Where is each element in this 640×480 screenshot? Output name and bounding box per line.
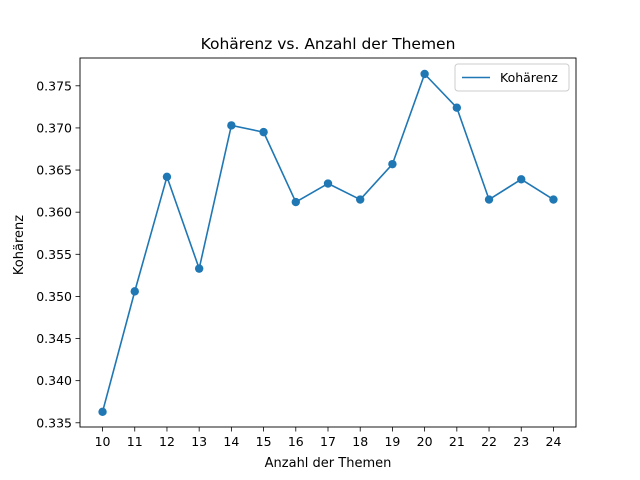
data-point: [291, 197, 300, 207]
data-point: [452, 103, 462, 112]
data-point: [98, 407, 107, 417]
x-tick-label: 11: [127, 434, 143, 449]
data-point: [388, 159, 397, 169]
data-point: [549, 195, 558, 204]
series-line-0: [101, 73, 554, 413]
x-tick-label: 20: [417, 434, 433, 449]
legend-entry-kohaerenz: Kohärenz: [500, 70, 558, 85]
x-tick-label: 14: [223, 434, 239, 449]
data-point: [259, 127, 268, 137]
y-tick-label: 0.370: [36, 120, 72, 135]
data-point: [130, 287, 139, 296]
data-point: [420, 69, 429, 79]
legend-box: [454, 63, 570, 92]
y-tick-label: 0.355: [36, 247, 72, 262]
data-point: [323, 179, 333, 188]
x-tick-label: 15: [256, 434, 272, 449]
x-tick-label: 18: [352, 434, 368, 449]
y-tick-label: 0.335: [36, 415, 72, 430]
x-tick-label: 10: [95, 434, 111, 449]
y-tick-label: 0.365: [36, 163, 72, 178]
plot-area: 10 11 12 13 14 15 16 17 18 19 20 21 22 23 24 0.335 0.340…: [36, 57, 577, 449]
x-tick-label: 13: [191, 434, 207, 449]
x-tick-label: 23: [513, 434, 529, 449]
x-tick-label: 24: [546, 434, 562, 449]
y-tick-label: 0.375: [36, 78, 72, 93]
data-point: [484, 195, 494, 204]
x-tick-label: 21: [449, 434, 465, 449]
x-tick-label: 19: [384, 434, 400, 449]
data-point: [227, 121, 236, 130]
legend: Kohärenz: [454, 63, 570, 92]
x-tick-label: 22: [481, 434, 497, 449]
y-tick-label: 0.340: [36, 373, 72, 388]
axes-frame: [79, 57, 577, 428]
y-axis-title: Kohärenz: [12, 215, 27, 275]
data-point: [517, 175, 526, 184]
data-point: [194, 264, 204, 273]
y-tick-label: 0.360: [36, 205, 72, 220]
chart-title: Kohärenz vs. Anzahl der Themen: [201, 35, 456, 53]
y-tick-label: 0.350: [36, 289, 72, 304]
data-point: [356, 195, 365, 204]
y-tick-label: 0.345: [36, 331, 72, 346]
data-point: [162, 172, 172, 181]
x-tick-label: 16: [288, 434, 304, 449]
x-tick-label: 12: [159, 434, 175, 449]
x-tick-label: 17: [320, 434, 336, 449]
x-axis-title: Anzahl der Themen: [265, 456, 392, 471]
